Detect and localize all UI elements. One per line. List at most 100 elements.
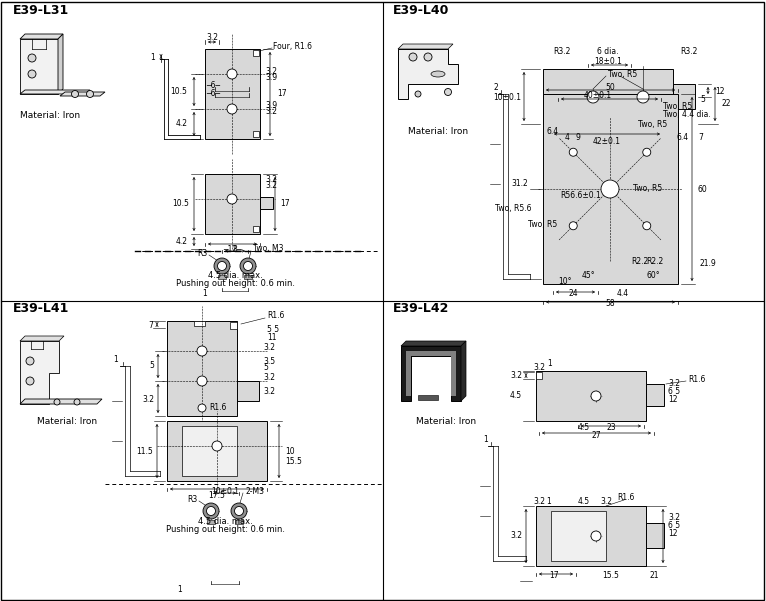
Circle shape (231, 503, 247, 519)
Polygon shape (20, 90, 90, 94)
Polygon shape (20, 39, 58, 94)
Text: R2.2: R2.2 (631, 257, 649, 266)
Text: 12: 12 (668, 529, 677, 538)
Text: 17: 17 (277, 90, 286, 99)
Polygon shape (401, 341, 466, 346)
Bar (205, 174, 260, 234)
Text: 5 5: 5 5 (267, 325, 279, 334)
Text: 58: 58 (605, 299, 615, 308)
Text: 3.2: 3.2 (265, 174, 277, 183)
Bar (244, 275, 252, 279)
Circle shape (591, 531, 601, 541)
Text: 3.2: 3.2 (263, 344, 275, 353)
Text: 4.4: 4.4 (617, 290, 629, 299)
Text: 5: 5 (263, 364, 268, 373)
Bar (182, 426, 237, 476)
Text: 10°: 10° (558, 276, 571, 285)
Text: 42±0.1: 42±0.1 (593, 136, 621, 145)
Bar (646, 523, 664, 548)
Circle shape (643, 148, 651, 156)
Polygon shape (20, 336, 64, 341)
Bar (673, 84, 695, 109)
Text: 60°: 60° (647, 272, 660, 281)
Circle shape (203, 503, 219, 519)
Text: R1.6: R1.6 (617, 493, 635, 502)
Text: 1: 1 (548, 359, 552, 367)
Text: 1: 1 (203, 288, 208, 297)
Text: 4: 4 (565, 133, 569, 142)
Text: 50: 50 (605, 82, 615, 91)
Text: R1.6: R1.6 (688, 374, 705, 383)
Text: 7: 7 (148, 320, 153, 329)
Text: 4.2: 4.2 (176, 120, 188, 129)
Bar (536, 506, 646, 566)
Text: 15.5: 15.5 (285, 457, 302, 466)
Text: 3.2: 3.2 (510, 531, 522, 540)
Text: 3.2: 3.2 (668, 379, 680, 388)
Text: Two, M3: Two, M3 (253, 245, 283, 254)
Text: Two, R5: Two, R5 (528, 219, 557, 228)
Circle shape (227, 69, 237, 79)
Circle shape (218, 261, 227, 270)
Circle shape (569, 148, 578, 156)
Bar (237, 381, 259, 401)
Bar (218, 275, 226, 279)
Polygon shape (20, 34, 63, 39)
Circle shape (198, 404, 206, 412)
Bar (543, 94, 678, 284)
Bar (253, 131, 259, 137)
Text: 1: 1 (150, 53, 155, 63)
Text: 11: 11 (267, 332, 277, 341)
Text: 17: 17 (549, 572, 559, 581)
Text: ─6─: ─6─ (206, 82, 220, 91)
Text: Two, R5: Two, R5 (663, 102, 692, 111)
Text: 3.2: 3.2 (533, 498, 545, 507)
Text: 10.5: 10.5 (170, 88, 187, 97)
Text: 4.5 dia. max.: 4.5 dia. max. (198, 517, 252, 526)
Bar (556, 99, 564, 107)
Bar (551, 511, 606, 561)
Text: 2-M3: 2-M3 (245, 486, 264, 495)
Circle shape (26, 377, 34, 385)
Text: 40±0.1: 40±0.1 (584, 91, 612, 100)
Bar (205, 49, 260, 139)
Circle shape (214, 258, 230, 274)
Circle shape (26, 357, 34, 365)
Bar (536, 372, 542, 379)
Text: R56.6±0.1: R56.6±0.1 (561, 192, 601, 201)
Bar (167, 321, 237, 416)
Text: Material: Iron: Material: Iron (20, 112, 80, 120)
Text: 1: 1 (178, 585, 182, 594)
Polygon shape (60, 92, 105, 96)
Text: 6.4: 6.4 (677, 133, 689, 142)
Text: 60: 60 (698, 185, 708, 194)
Text: Two, R5: Two, R5 (633, 185, 663, 194)
Text: 5: 5 (149, 361, 154, 370)
Text: 6 5: 6 5 (668, 522, 680, 531)
Polygon shape (398, 49, 458, 99)
Bar (543, 94, 556, 112)
Bar (260, 197, 273, 209)
Text: 3.2: 3.2 (206, 32, 218, 41)
Circle shape (424, 53, 432, 61)
Text: 21.9: 21.9 (700, 260, 717, 269)
Text: ─6─: ─6─ (206, 88, 220, 97)
Circle shape (87, 91, 93, 97)
Text: Two, R5: Two, R5 (608, 70, 637, 79)
Text: R3: R3 (187, 495, 197, 504)
Text: 9: 9 (575, 133, 581, 142)
Text: 5: 5 (700, 94, 705, 103)
Text: Two, 4.4 dia.: Two, 4.4 dia. (663, 109, 711, 118)
Bar (253, 50, 259, 56)
Text: 7: 7 (699, 133, 703, 142)
Circle shape (587, 91, 599, 103)
Bar (207, 520, 215, 524)
Bar (230, 322, 237, 329)
Text: 4.2: 4.2 (176, 237, 188, 245)
Text: 4.5: 4.5 (510, 391, 522, 400)
Polygon shape (461, 341, 466, 401)
Text: 3.2: 3.2 (265, 108, 277, 117)
Bar (167, 421, 267, 481)
Text: E39-L41: E39-L41 (13, 302, 70, 314)
Text: 15.5: 15.5 (603, 572, 620, 581)
